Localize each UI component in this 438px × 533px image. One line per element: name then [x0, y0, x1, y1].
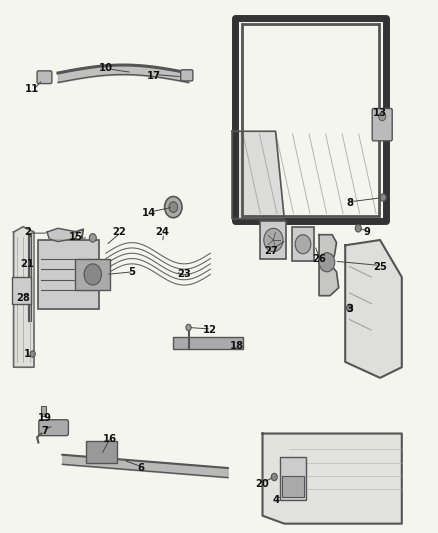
Circle shape: [89, 233, 96, 242]
Circle shape: [379, 112, 386, 120]
Polygon shape: [14, 227, 34, 367]
Polygon shape: [345, 240, 402, 378]
Text: 20: 20: [256, 479, 269, 489]
Bar: [39, 240, 99, 309]
Polygon shape: [262, 433, 402, 523]
Bar: [173, 337, 243, 349]
Text: 6: 6: [137, 463, 144, 473]
Text: 28: 28: [16, 293, 30, 303]
FancyBboxPatch shape: [37, 71, 52, 84]
Bar: [282, 476, 304, 497]
Text: 11: 11: [25, 84, 39, 94]
Text: 18: 18: [230, 341, 244, 351]
Polygon shape: [47, 228, 78, 241]
Polygon shape: [232, 131, 284, 219]
Text: 22: 22: [112, 227, 126, 237]
Circle shape: [186, 324, 191, 330]
Circle shape: [169, 202, 178, 213]
Text: 10: 10: [99, 63, 113, 72]
Text: 15: 15: [68, 232, 82, 243]
FancyBboxPatch shape: [181, 70, 193, 81]
Text: 23: 23: [177, 270, 191, 279]
Text: 17: 17: [147, 70, 161, 80]
FancyBboxPatch shape: [39, 419, 68, 435]
Text: 14: 14: [142, 208, 156, 219]
Text: 26: 26: [312, 254, 326, 263]
Text: 25: 25: [373, 262, 387, 271]
Bar: [260, 221, 286, 259]
Bar: [41, 407, 46, 416]
Text: 13: 13: [373, 108, 387, 118]
Circle shape: [355, 224, 361, 232]
Text: 3: 3: [346, 304, 353, 314]
Circle shape: [30, 351, 35, 357]
Text: 1: 1: [24, 349, 31, 359]
Bar: [280, 457, 306, 500]
Circle shape: [380, 194, 386, 201]
Text: 8: 8: [346, 198, 353, 208]
Bar: [75, 259, 110, 290]
Text: 16: 16: [103, 434, 117, 444]
Circle shape: [84, 264, 102, 285]
Text: 21: 21: [21, 259, 35, 269]
Circle shape: [319, 253, 335, 272]
Text: 12: 12: [203, 325, 217, 335]
Text: 4: 4: [272, 495, 279, 505]
Circle shape: [264, 228, 283, 252]
Bar: [86, 441, 117, 463]
Circle shape: [295, 235, 311, 254]
Text: 27: 27: [265, 246, 278, 256]
Text: 2: 2: [24, 227, 31, 237]
Text: 9: 9: [364, 227, 371, 237]
Bar: [12, 277, 31, 304]
Text: 24: 24: [155, 227, 170, 237]
Polygon shape: [319, 235, 339, 296]
Text: 19: 19: [38, 413, 52, 423]
Circle shape: [165, 197, 182, 217]
Text: 7: 7: [42, 426, 48, 436]
Circle shape: [271, 473, 277, 481]
Circle shape: [346, 304, 353, 312]
FancyBboxPatch shape: [372, 109, 392, 141]
Text: 5: 5: [128, 267, 135, 277]
Bar: [292, 227, 314, 261]
